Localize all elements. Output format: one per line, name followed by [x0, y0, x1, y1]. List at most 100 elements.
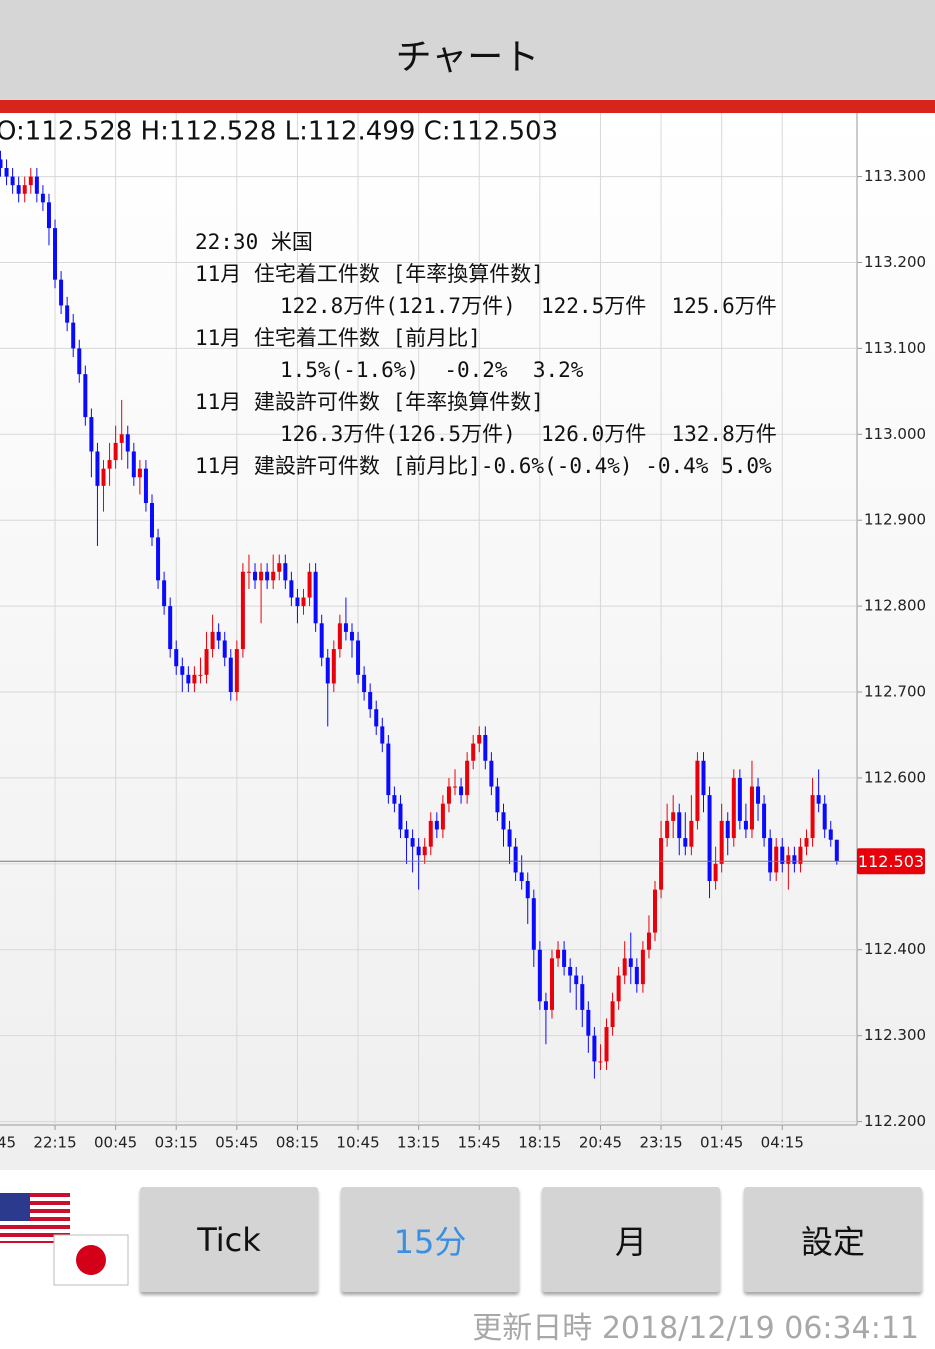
candle-body: [440, 803, 445, 830]
candle-body: [822, 803, 827, 830]
candle-body: [349, 631, 354, 641]
candle-body: [646, 932, 651, 950]
x-tick-label: 22:15: [33, 1134, 76, 1152]
y-tick-label: 113.300: [864, 167, 926, 185]
candle-body: [598, 1061, 603, 1063]
candle-body: [53, 228, 58, 280]
candle-body: [210, 631, 215, 650]
candle-body: [125, 434, 130, 452]
annotation-title: 11月 建設許可件数 [前月比]-0.6%(-0.4%) -0.4% 5.0%: [195, 454, 772, 478]
candle-body: [89, 417, 94, 452]
candle-body: [356, 640, 361, 675]
candle-body: [137, 468, 142, 478]
annotation-heading: 22:30 米国: [195, 230, 313, 254]
annotation-result: 1.5%(-1.6%) -0.2% 3.2%: [280, 358, 584, 382]
candle-body: [319, 623, 324, 658]
candle-body: [22, 185, 27, 194]
candle-body: [671, 812, 676, 821]
x-tick-label: 00:45: [94, 1134, 137, 1152]
candle-body: [549, 958, 554, 1010]
candle-body: [743, 820, 748, 830]
candle-body: [422, 846, 427, 856]
toolbar-button[interactable]: Tick: [140, 1187, 318, 1292]
candle-body: [531, 898, 536, 950]
candle-body: [574, 975, 579, 985]
candle-body: [392, 795, 397, 804]
candle-body: [834, 839, 839, 862]
candle-body: [277, 563, 282, 572]
candle-body: [240, 571, 245, 650]
candle-body: [192, 674, 197, 684]
candle-body: [253, 571, 258, 581]
candle-body: [695, 760, 700, 821]
candle-body: [156, 537, 161, 581]
candle-body: [301, 597, 306, 607]
candle-body: [634, 966, 639, 985]
candle-body: [46, 202, 51, 229]
candle-body: [307, 571, 312, 598]
candle-body: [774, 846, 779, 873]
chart: 113.300 113.200 113.100 113.000 112.900 112.8…: [0, 113, 935, 1170]
candle-body: [216, 631, 221, 641]
candle-body: [343, 623, 348, 632]
candle-body: [119, 434, 124, 443]
candle-body: [465, 760, 470, 796]
candle-body: [616, 975, 621, 1002]
candle-body: [701, 760, 706, 796]
candle-body: [653, 889, 658, 933]
candle-body: [198, 674, 203, 676]
candle-body: [107, 460, 112, 469]
candle-body: [289, 580, 294, 598]
candle-body: [725, 820, 730, 839]
current-price-box: [857, 848, 925, 875]
toolbar-button[interactable]: 15分: [341, 1187, 519, 1292]
updated-time: 更新日時 2018/12/19 06:34:11: [472, 1303, 919, 1347]
x-tick-label: 04:15: [761, 1134, 804, 1152]
candle-body: [562, 949, 567, 967]
candle-body: [586, 1009, 591, 1036]
candle-body: [0, 159, 3, 168]
candle-body: [756, 786, 761, 804]
candle-body: [471, 743, 476, 761]
candle-body: [792, 855, 797, 864]
toolbar-button[interactable]: 設定: [744, 1187, 922, 1292]
y-tick-label: 112.300: [864, 1026, 926, 1044]
candle-body: [265, 571, 270, 581]
candle-body: [416, 846, 421, 856]
candle-body: [580, 984, 585, 1010]
candle-body: [234, 649, 239, 693]
candle-body: [513, 846, 518, 873]
candle-body: [556, 949, 561, 959]
candle-body: [707, 795, 712, 882]
candle-body: [665, 820, 670, 839]
candle-body: [143, 468, 148, 504]
candle-body: [204, 649, 209, 675]
candle-body: [659, 838, 664, 890]
candle-body: [483, 734, 488, 761]
app-title: チャート: [395, 37, 540, 78]
toolbar-button[interactable]: 月: [542, 1187, 720, 1292]
candle-body: [810, 795, 815, 839]
annotation-title: 11月 建設許可件数 [年率換算件数]: [195, 390, 544, 414]
candle-body: [95, 451, 100, 486]
candle-body: [713, 863, 718, 882]
candle-body: [501, 812, 506, 830]
candle-body: [749, 786, 754, 830]
candle-body: [180, 666, 185, 675]
candle-body: [719, 820, 724, 864]
y-tick-label: 112.600: [864, 768, 926, 786]
x-tick-label: 10:45: [336, 1134, 379, 1152]
candle-body: [186, 674, 191, 684]
y-tick-label: 112.700: [864, 683, 926, 701]
x-tick-label: 18:15: [518, 1134, 561, 1152]
candle-body: [398, 803, 403, 830]
candle-body: [59, 279, 64, 306]
candle-body: [283, 563, 288, 581]
candle-body: [592, 1035, 597, 1062]
annotation-result: 126.3万件(126.5万件) 126.0万件 132.8万件: [280, 422, 777, 446]
y-tick-label: 113.000: [864, 425, 926, 443]
candle-body: [453, 786, 458, 788]
candle-body: [410, 838, 415, 847]
candle-body: [325, 657, 330, 684]
